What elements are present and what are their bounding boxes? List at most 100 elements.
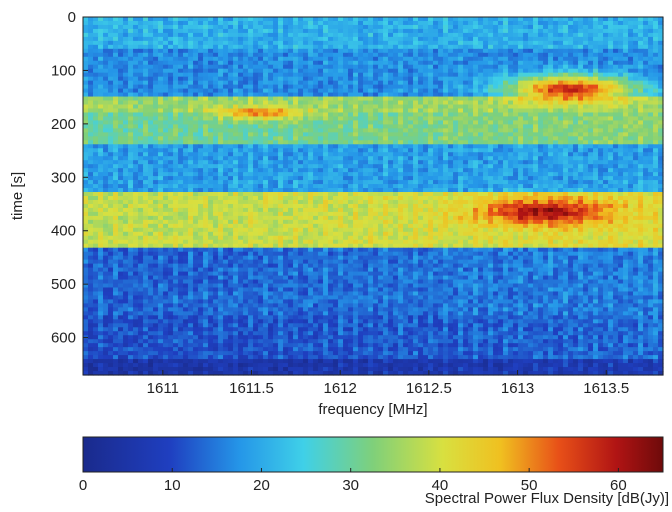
heatmap-cell xyxy=(623,92,629,98)
heatmap-cell xyxy=(623,128,629,133)
heatmap-cell xyxy=(418,17,424,22)
heatmap-cell xyxy=(508,152,514,157)
heatmap-cell xyxy=(293,104,299,110)
heatmap-cell xyxy=(433,160,439,165)
heatmap-cell xyxy=(393,64,399,70)
heatmap-cell xyxy=(488,36,494,42)
heatmap-cell xyxy=(128,24,134,30)
heatmap-cell xyxy=(503,40,509,46)
heatmap-cell xyxy=(523,17,529,22)
heatmap-cell xyxy=(308,28,314,34)
heatmap-cell xyxy=(453,48,459,54)
heatmap-cell xyxy=(193,100,199,106)
heatmap-cell xyxy=(373,136,379,141)
heatmap-cell xyxy=(243,92,249,98)
heatmap-cell xyxy=(643,132,649,137)
heatmap-cell xyxy=(348,80,354,86)
heatmap-cell xyxy=(503,120,509,125)
heatmap-cell xyxy=(573,132,579,137)
heatmap-cell xyxy=(163,28,169,34)
heatmap-cell xyxy=(118,108,124,114)
heatmap-cell xyxy=(308,72,314,78)
heatmap-cell xyxy=(363,68,369,74)
heatmap-cell xyxy=(458,124,464,129)
heatmap-cell xyxy=(298,112,304,118)
heatmap-cell xyxy=(353,64,359,70)
heatmap-cell xyxy=(653,108,659,114)
heatmap-cell xyxy=(408,48,414,54)
heatmap-cell xyxy=(253,144,259,149)
heatmap-cell xyxy=(658,84,664,90)
heatmap-cell xyxy=(308,32,314,38)
heatmap-cell xyxy=(168,56,174,62)
heatmap-cell xyxy=(413,84,419,90)
heatmap-cell xyxy=(128,20,134,26)
heatmap-cell xyxy=(228,116,234,122)
heatmap-cell xyxy=(288,144,294,149)
heatmap-cell xyxy=(338,104,344,110)
heatmap-cell xyxy=(283,124,289,129)
heatmap-cell xyxy=(263,52,269,58)
heatmap-cell xyxy=(448,68,454,74)
heatmap-cell xyxy=(93,72,99,78)
heatmap-cell xyxy=(98,172,104,177)
heatmap-cell xyxy=(298,64,304,70)
heatmap-cell xyxy=(543,168,549,173)
heatmap-cell xyxy=(188,52,194,58)
heatmap-cell xyxy=(468,104,474,110)
heatmap-cell xyxy=(238,128,244,133)
heatmap-cell xyxy=(288,128,294,133)
heatmap-cell xyxy=(208,104,214,110)
heatmap-cell xyxy=(478,68,484,74)
heatmap-cell xyxy=(588,160,594,165)
heatmap-cell xyxy=(428,36,434,42)
heatmap-cell xyxy=(523,148,529,153)
heatmap-cell xyxy=(473,56,479,62)
heatmap-cell xyxy=(458,56,464,62)
heatmap-cell xyxy=(228,136,234,141)
heatmap-cell xyxy=(128,80,134,86)
heatmap-cell xyxy=(598,28,604,34)
heatmap-cell xyxy=(323,20,329,26)
heatmap-cell xyxy=(308,68,314,74)
heatmap-cell xyxy=(88,160,94,165)
heatmap-cell xyxy=(498,60,504,66)
heatmap-cell xyxy=(643,160,649,165)
heatmap-cell xyxy=(88,40,94,46)
heatmap-cell xyxy=(193,128,199,133)
heatmap-cell xyxy=(308,176,314,181)
heatmap-cell xyxy=(648,128,654,133)
heatmap-cell xyxy=(213,48,219,54)
heatmap-cell xyxy=(333,80,339,86)
heatmap-cell xyxy=(443,64,449,70)
heatmap-cell xyxy=(613,120,619,125)
heatmap-cell xyxy=(343,28,349,34)
heatmap-cell xyxy=(233,84,239,90)
heatmap-cell xyxy=(568,44,574,50)
heatmap-cell xyxy=(83,148,89,153)
heatmap-cell xyxy=(318,28,324,34)
heatmap-cell xyxy=(408,68,414,74)
heatmap-cell xyxy=(383,72,389,78)
heatmap-cell xyxy=(613,136,619,141)
heatmap-cell xyxy=(378,96,384,102)
heatmap-cell xyxy=(338,136,344,141)
heatmap-cell xyxy=(258,88,264,94)
heatmap-cell xyxy=(253,44,259,50)
heatmap-cell xyxy=(98,128,104,133)
heatmap-cell xyxy=(138,180,144,185)
heatmap-cell xyxy=(598,156,604,161)
heatmap-cell xyxy=(93,136,99,141)
heatmap-cell xyxy=(598,80,604,86)
heatmap-cell xyxy=(128,84,134,90)
heatmap-cell xyxy=(533,92,539,98)
heatmap-cell xyxy=(253,24,259,30)
heatmap-cell xyxy=(648,136,654,141)
heatmap-cell xyxy=(93,148,99,153)
heatmap-cell xyxy=(118,88,124,94)
heatmap-cell xyxy=(478,156,484,161)
heatmap-cell xyxy=(473,17,479,22)
heatmap-cell xyxy=(313,140,319,145)
heatmap-cell xyxy=(388,88,394,94)
heatmap-cell xyxy=(253,112,259,118)
